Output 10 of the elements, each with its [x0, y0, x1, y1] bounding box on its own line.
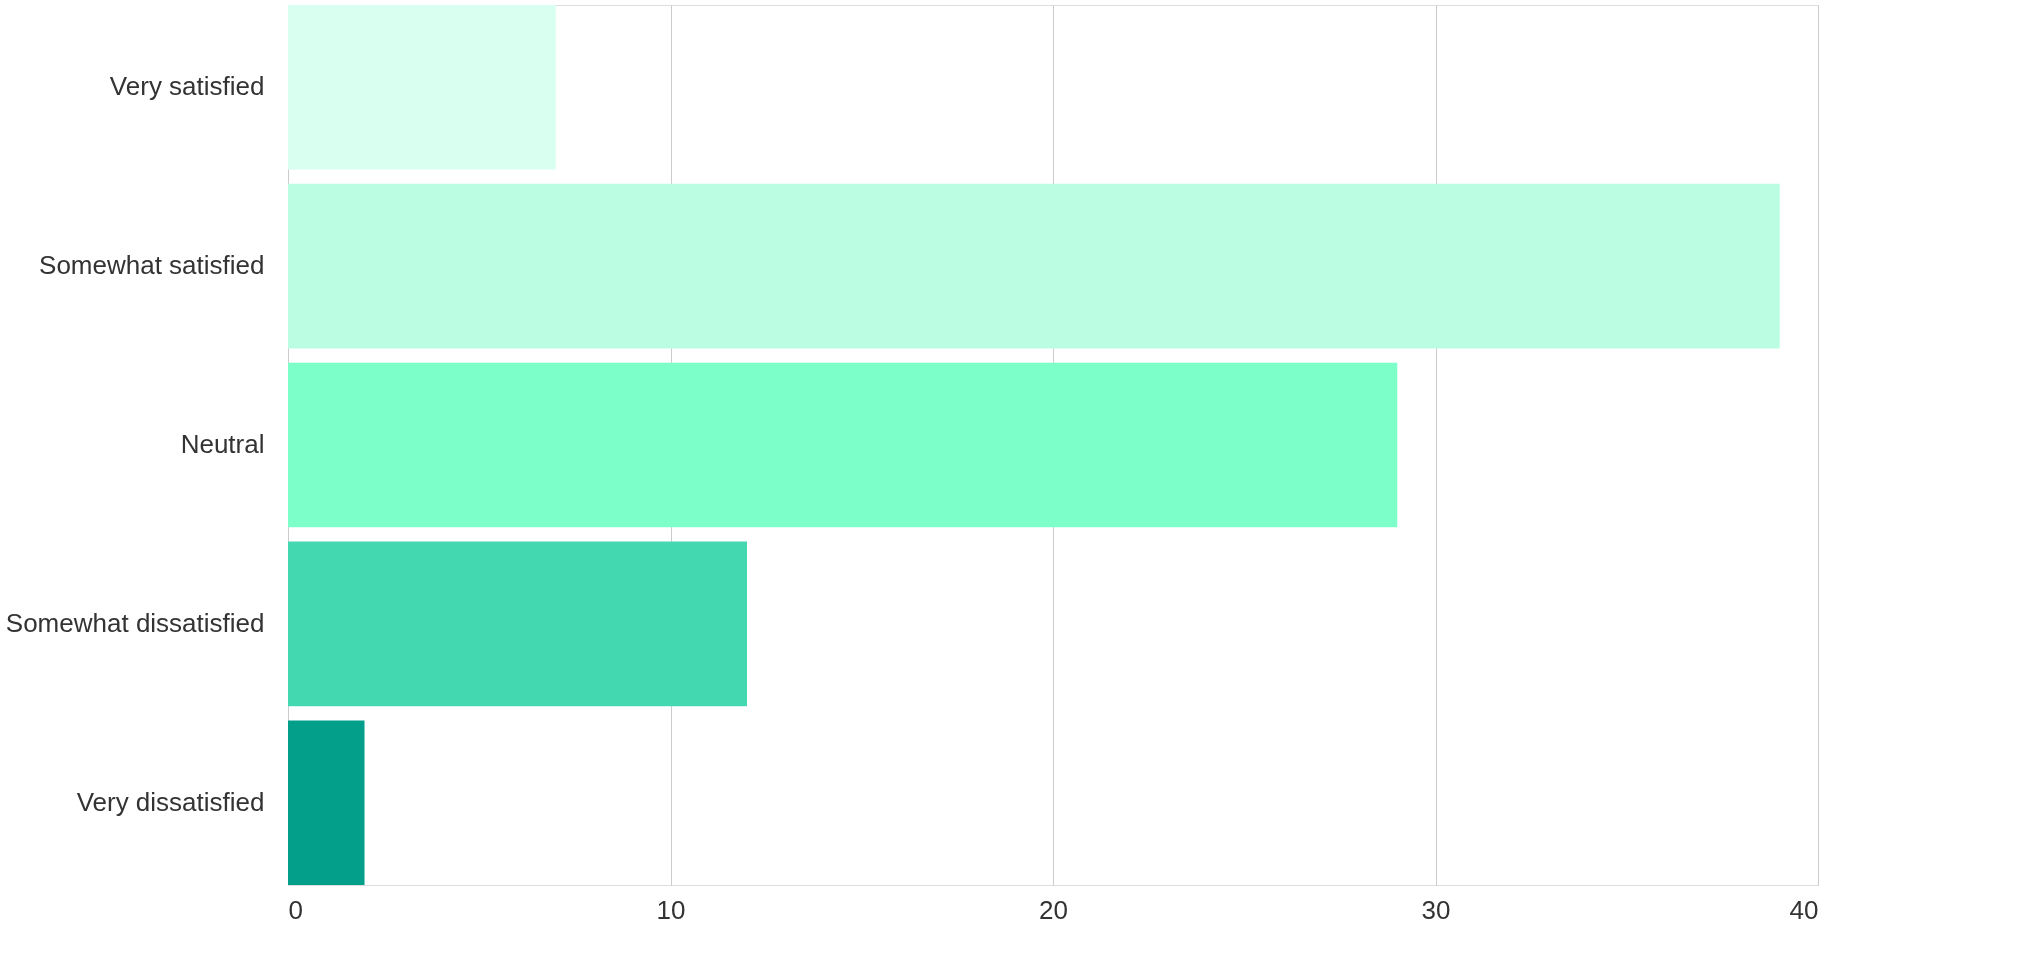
x-tick-label: 20	[1039, 894, 1068, 925]
x-tick-label: 10	[656, 894, 686, 925]
y-tick-label: Very dissatisfied	[76, 786, 265, 817]
y-tick-label: Somewhat dissatisfied	[5, 607, 265, 638]
y-tick-label: Somewhat satisfied	[39, 250, 265, 281]
x-tick-label: 40	[1789, 894, 1819, 925]
y-tick-label: Very satisfied	[109, 71, 265, 102]
x-tick-label: 30	[1421, 894, 1451, 925]
y-tick-label: Neutral	[180, 429, 265, 459]
x-tick-label: 0	[288, 894, 303, 925]
